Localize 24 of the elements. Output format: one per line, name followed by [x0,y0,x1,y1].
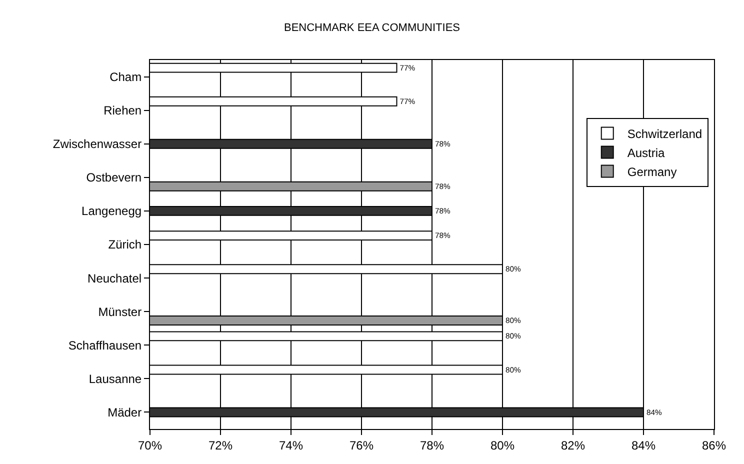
legend-label: Germany [627,164,677,179]
x-tick-label: 76% [349,438,374,452]
y-tick-label: Münster [98,304,142,319]
x-tick-label: 80% [490,438,515,452]
y-tick-label: Zwischenwasser [52,137,142,152]
y-tick-label: Mäder [108,405,142,420]
x-tick-label: 84% [631,438,656,452]
x-tick-label: 82% [560,438,586,452]
y-tick-label: Langenegg [82,204,142,218]
x-tick-label: 70% [138,438,162,452]
y-tick-label: Schaffhausen [68,338,142,352]
legend-label: Austria [627,146,666,160]
x-tick-label: 74% [278,438,304,452]
x-tick-label: 78% [420,438,444,452]
x-tick-label: 72% [208,438,233,452]
y-tick-label: Ostbevern [86,170,142,185]
y-tick-label: Riehen [104,104,142,118]
legend-label: Schwitzerland [627,126,702,141]
x-tick-label: 86% [702,438,726,452]
y-tick-label: Cham [110,70,142,84]
y-tick-label: Lausanne [88,372,142,386]
y-tick-label: Neuchatel [88,271,142,286]
y-tick-label: Zürich [108,238,142,252]
chart-title: BENCHMARK EEA COMMUNITIES [284,22,460,34]
